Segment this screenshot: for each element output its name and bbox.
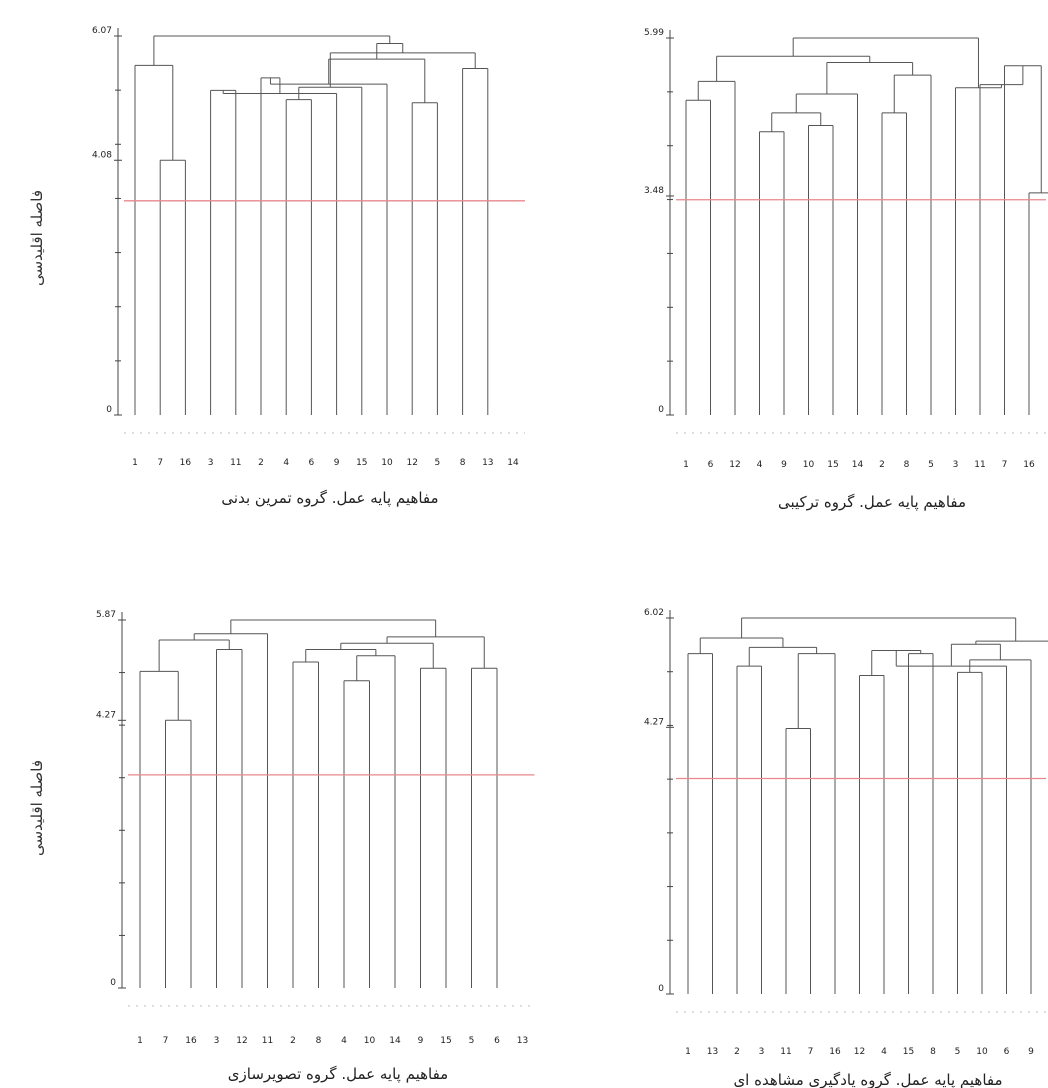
leaf-label: 16 [1023, 460, 1035, 470]
y-tick-label: 5.87 [96, 610, 116, 620]
y-tick-label: 4.27 [644, 717, 664, 727]
leaf-label: 5 [928, 460, 934, 470]
leaf-label: 3 [208, 458, 214, 468]
leaf-label: 15 [903, 1047, 914, 1057]
y-tick-label: 0 [658, 984, 664, 994]
dendrogram-panel-observational-learning: 0 4.27 6.02 1 13 2 3 11 7 16 12 4 15 8 5 10 6 9 مفاهیم پای… [644, 608, 1048, 1088]
leaf-label: 10 [976, 1047, 988, 1057]
panel-caption: مفاهیم پایه عمل. گروه یادگیری مشاهده ای [733, 1071, 1002, 1088]
leaf-label: 5 [955, 1047, 961, 1057]
y-tick-label: 5.99 [644, 28, 664, 38]
leaf-label: 13 [482, 458, 493, 468]
leaf-label: 3 [759, 1047, 765, 1057]
leaf-label: 9 [334, 458, 340, 468]
y-axis-label-top: فاصله اقلیدسی [28, 190, 46, 286]
leaf-label: 13 [517, 1036, 528, 1046]
y-tick-label: 0 [658, 405, 664, 415]
leaf-label: 7 [808, 1047, 814, 1057]
leaf-label: 4 [757, 460, 763, 470]
y-tick-label: 0 [110, 978, 116, 988]
leaf-label: 9 [781, 460, 787, 470]
leaf-label: 12 [854, 1047, 865, 1057]
leaf-label: 6 [1004, 1047, 1010, 1057]
leaf-label: 12 [729, 460, 740, 470]
dendrogram-panel-physical-training: 0 4.08 6.07 1 7 16 3 11 2 4 6 9 15 10 12 5 8 13 14 مفاهیم پ… [92, 26, 525, 508]
leaf-label: 14 [507, 458, 519, 468]
leaf-label: 1 [137, 1036, 143, 1046]
panel-caption: مفاهیم پایه عمل. گروه تصویرسازی [228, 1065, 448, 1084]
leaf-label: 11 [974, 460, 985, 470]
leaf-label: 15 [440, 1036, 451, 1046]
leaf-label: 10 [803, 460, 815, 470]
leaf-label: 14 [852, 460, 864, 470]
dendrogram-panel-imagery: 0 4.27 5.87 1 7 16 3 12 11 2 8 4 10 14 9 15 5 6 13 مفاهیم پ… [96, 610, 535, 1084]
y-tick-label: 6.02 [644, 608, 664, 618]
leaf-label: 2 [258, 458, 264, 468]
leaf-label: 2 [734, 1047, 740, 1057]
leaf-label: 12 [236, 1036, 247, 1046]
leaf-label: 2 [290, 1036, 296, 1046]
leaf-label: 7 [157, 458, 163, 468]
leaf-label: 6 [309, 458, 315, 468]
leaf-label: 10 [364, 1036, 376, 1046]
leaf-label: 6 [708, 460, 714, 470]
leaf-label: 3 [953, 460, 959, 470]
y-tick-label: 3.48 [644, 186, 664, 196]
leaf-label: 8 [460, 458, 466, 468]
leaf-label: 14 [389, 1036, 401, 1046]
leaf-label: 2 [879, 460, 885, 470]
leaf-label: 15 [827, 460, 838, 470]
leaf-label: 5 [469, 1036, 475, 1046]
leaf-label: 12 [406, 458, 417, 468]
leaf-label: 10 [381, 458, 393, 468]
leaf-label: 16 [829, 1047, 841, 1057]
y-axis-label-bottom: فاصله اقلیدسی [28, 760, 46, 856]
leaf-label: 5 [435, 458, 441, 468]
leaf-label: 7 [1002, 460, 1008, 470]
leaf-label: 4 [341, 1036, 347, 1046]
panel-caption: مفاهیم پایه عمل. گروه تمرین بدنی [221, 489, 438, 508]
leaf-label: 7 [163, 1036, 169, 1046]
y-tick-label: 4.08 [92, 150, 112, 160]
leaf-label: 9 [1028, 1047, 1034, 1057]
leaf-label: 9 [418, 1036, 424, 1046]
leaf-label: 4 [283, 458, 289, 468]
y-tick-label: 6.07 [92, 26, 112, 36]
y-tick-label: 4.27 [96, 710, 116, 720]
leaf-label: 11 [230, 458, 241, 468]
panel-caption: مفاهیم پایه عمل. گروه ترکیبی [778, 493, 966, 512]
y-tick-label: 0 [106, 405, 112, 415]
leaf-label: 11 [262, 1036, 273, 1046]
leaf-label: 1 [685, 1047, 691, 1057]
leaf-label: 16 [180, 458, 192, 468]
leaf-label: 8 [930, 1047, 936, 1057]
leaf-label: 6 [494, 1036, 500, 1046]
leaf-label: 13 [707, 1047, 718, 1057]
leaf-label: 1 [132, 458, 138, 468]
leaf-label: 4 [881, 1047, 887, 1057]
leaf-label: 15 [356, 458, 367, 468]
leaf-label: 1 [683, 460, 689, 470]
leaf-label: 8 [316, 1036, 322, 1046]
leaf-label: 3 [214, 1036, 220, 1046]
leaf-label: 11 [780, 1047, 791, 1057]
leaf-label: 8 [904, 460, 910, 470]
leaf-label: 16 [185, 1036, 197, 1046]
